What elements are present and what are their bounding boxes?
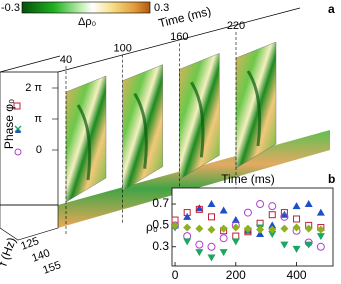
x-axis-label: Time (ms) [221, 172, 275, 186]
y-tick-label: 0.3 [152, 239, 169, 253]
marker [304, 200, 313, 208]
marker [231, 216, 240, 224]
density-map [65, 75, 107, 203]
f-tick-label: 155 [41, 259, 62, 277]
panel-label: a [328, 2, 335, 16]
marker [207, 225, 216, 234]
marker [243, 208, 252, 217]
marker [195, 204, 204, 212]
density-stripe [190, 81, 205, 158]
marker [316, 242, 325, 251]
colorbar [21, 1, 151, 14]
density-stripe [246, 70, 262, 147]
marker [280, 209, 288, 217]
time-axis-line [57, 7, 301, 73]
density-stripe [133, 92, 148, 169]
marker [280, 212, 289, 221]
marker [292, 202, 301, 210]
x-tick-label: 0 [172, 268, 179, 282]
marker [268, 225, 277, 234]
marker [207, 200, 216, 208]
f-face [0, 204, 59, 241]
marker [183, 209, 191, 217]
marker [231, 223, 240, 232]
marker [195, 224, 204, 233]
marker [268, 221, 277, 229]
marker [195, 249, 204, 257]
marker [183, 212, 192, 220]
marker [292, 245, 301, 253]
time-tick-label: 40 [60, 54, 72, 66]
marker [268, 202, 277, 211]
marker [207, 213, 215, 221]
density-map [235, 41, 277, 169]
time-tick-label: 100 [113, 43, 131, 55]
marker [316, 225, 325, 234]
marker [219, 234, 228, 243]
time-tick-label: 220 [227, 20, 245, 32]
x-tick-label: 200 [226, 268, 246, 282]
legend-marker [13, 102, 21, 110]
marker [243, 224, 252, 233]
legend-marker [14, 148, 22, 156]
marker [171, 221, 180, 230]
density-map [179, 53, 220, 180]
marker [292, 223, 301, 232]
y-tick-label: 0.7 [152, 196, 169, 210]
marker [195, 205, 203, 213]
colorbar-min: -0.3 [1, 2, 20, 14]
marker [256, 200, 265, 209]
marker [316, 233, 325, 241]
marker [183, 238, 192, 246]
phase-axis-label: Phase φ₀ [2, 99, 16, 149]
marker [219, 206, 228, 214]
marker [304, 241, 313, 249]
phase-tick-label: π [34, 113, 42, 125]
marker [304, 224, 313, 233]
marker [268, 230, 277, 238]
marker [293, 215, 301, 223]
x-tick-label: 400 [287, 268, 307, 282]
density-map [122, 64, 163, 192]
marker [183, 223, 192, 232]
marker [219, 249, 228, 257]
marker [280, 224, 289, 233]
legend-marker [15, 129, 21, 133]
phase-tick-label: 0 [36, 144, 42, 156]
colorbar-title: Δρ₀ [78, 16, 96, 28]
time-tick-label: 160 [170, 31, 188, 43]
marker [256, 225, 265, 234]
f-tick-label: 125 [19, 235, 40, 253]
marker [207, 242, 216, 251]
marker [268, 211, 276, 219]
marker [316, 208, 325, 216]
density-stripe [76, 104, 92, 181]
colorbar-max: 0.3 [154, 2, 169, 14]
marker [280, 241, 289, 249]
phase-tick-label: 2 π [25, 82, 42, 94]
frame-line [0, 55, 61, 73]
f-axis-label: f (Hz) [0, 236, 19, 268]
panel-label: b [328, 172, 335, 186]
marker [231, 238, 240, 246]
floor-map [58, 130, 330, 228]
marker [219, 224, 228, 233]
y-axis-label: ρ₀ [146, 220, 158, 234]
y-tick-label: 0.5 [152, 218, 169, 232]
marker [207, 254, 216, 262]
panel-b: 0 200 400 0.3 0.5 0.7 [152, 196, 325, 282]
marker [195, 240, 204, 249]
f-tick-label: 140 [30, 247, 51, 265]
